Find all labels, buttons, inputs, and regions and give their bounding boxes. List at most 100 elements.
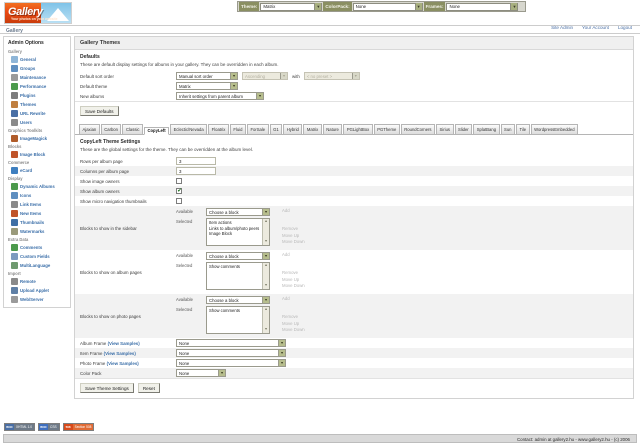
- tab-forsale[interactable]: ForSale: [246, 124, 269, 134]
- tab-sun[interactable]: Sun: [500, 124, 515, 134]
- tab-pgtheme[interactable]: PGTheme: [373, 124, 400, 134]
- select-sort-preset[interactable]: < no preset > ▼: [303, 72, 360, 80]
- tab-hybrid[interactable]: Hybrid: [283, 124, 303, 134]
- checkbox-show-micro-navigation-thumbnails[interactable]: [176, 198, 182, 204]
- tab-tile[interactable]: Tile: [516, 124, 530, 134]
- sidebar-item-url-rewrite[interactable]: URL Rewrite: [11, 109, 68, 117]
- sidebar-item-image-block[interactable]: Image Block: [11, 150, 68, 158]
- link-your-account[interactable]: Your Account: [582, 25, 609, 30]
- theme-toolbar-frames-select[interactable]: None ▼: [446, 2, 519, 11]
- gallery-logo[interactable]: Gallery Your photos on your website: [4, 2, 72, 24]
- tab-wordpressembedded[interactable]: WordpressEmbedded: [530, 124, 579, 134]
- scroll-down-icon[interactable]: ▼: [264, 283, 268, 288]
- scrollbar[interactable]: ▲ ▼: [262, 307, 269, 333]
- list-item[interactable]: Item actions: [209, 220, 232, 225]
- view-samples-link-album-frame[interactable]: (View Samples): [107, 340, 140, 346]
- move-up-button-blocks-to-show-on-album-pages[interactable]: Move Up: [282, 276, 300, 282]
- tab-classic[interactable]: Classic: [122, 124, 143, 134]
- view-samples-link-item-frame[interactable]: (View Samples): [103, 350, 136, 356]
- move-up-button-blocks-to-show-in-the-sidebar[interactable]: Move Up: [282, 232, 300, 238]
- scroll-up-icon[interactable]: ▲: [264, 307, 268, 311]
- checkbox-show-album-owners[interactable]: [176, 188, 182, 195]
- tab-fluid[interactable]: Fluid: [229, 124, 246, 134]
- sidebar-item-multilanguage[interactable]: MultiLanguage: [11, 261, 68, 269]
- select-available-block-blocks-to-show-in-the-sidebar[interactable]: Choose a block ▼: [206, 208, 270, 216]
- tab-slider[interactable]: Slider: [454, 124, 473, 134]
- validator-badge-section-508[interactable]: 508 Section 508: [62, 423, 95, 431]
- sidebar-item-users[interactable]: Users: [11, 118, 68, 126]
- sidebar-item-web-server[interactable]: Web/Server: [11, 295, 68, 303]
- tab-pglightbox[interactable]: PGLightBox: [343, 124, 373, 134]
- sidebar-item-watermarks[interactable]: Watermarks: [11, 227, 68, 235]
- scrollbar[interactable]: ▲ ▼: [262, 219, 269, 245]
- select-default-sort-order[interactable]: Manual sort order ▼: [176, 72, 238, 80]
- save-defaults-button[interactable]: Save Defaults: [80, 106, 119, 116]
- reset-button[interactable]: Reset: [137, 383, 160, 393]
- remove-button-blocks-to-show-on-photo-pages[interactable]: Remove: [282, 314, 299, 319]
- sidebar-item-themes[interactable]: Themes: [11, 100, 68, 108]
- tab-nature[interactable]: Nature: [322, 124, 343, 134]
- view-samples-link-photo-frame[interactable]: (View Samples): [106, 360, 139, 366]
- input-columns-per-album-page[interactable]: 3: [176, 167, 216, 175]
- listbox-selected-blocks-blocks-to-show-on-album-pages[interactable]: Show comments ▲ ▼: [206, 262, 270, 290]
- scrollbar[interactable]: ▲ ▼: [262, 263, 269, 289]
- sidebar-item-upload-applet[interactable]: Upload Applet: [11, 286, 68, 294]
- save-theme-settings-button[interactable]: Save Theme Settings: [80, 383, 134, 393]
- list-item[interactable]: Show comments: [209, 264, 240, 269]
- sidebar-item-performance[interactable]: Performance: [11, 82, 68, 90]
- sidebar-item-link-items[interactable]: Link Items: [11, 200, 68, 208]
- sidebar-item-remote[interactable]: Remote: [11, 277, 68, 285]
- list-item[interactable]: Show comments: [209, 308, 240, 313]
- sidebar-item-general[interactable]: General: [11, 55, 68, 63]
- tab-carbon[interactable]: Carbon: [100, 124, 122, 134]
- tab-roundcorners[interactable]: RoundCorners: [400, 124, 436, 134]
- checkbox-show-image-owners[interactable]: [176, 178, 182, 184]
- validator-badge-css[interactable]: W3C CSS: [38, 423, 60, 431]
- theme-toolbar-theme-select[interactable]: Matrix ▼: [260, 2, 323, 11]
- tab-sirius[interactable]: Sirius: [436, 124, 454, 134]
- link-site-admin[interactable]: Site Admin: [551, 25, 574, 30]
- sidebar-item-thumbnails[interactable]: Thumbnails: [11, 218, 68, 226]
- select-sort-direction[interactable]: Ascending ▼: [242, 72, 288, 80]
- tab-floatrix[interactable]: Floatrix: [208, 124, 229, 134]
- sidebar-item-comments[interactable]: Comments: [11, 243, 68, 251]
- sidebar-item-maintenance[interactable]: Maintenance: [11, 73, 68, 81]
- scroll-up-icon[interactable]: ▲: [264, 263, 268, 267]
- input-rows-per-album-page[interactable]: 3: [176, 157, 216, 165]
- add-block-button-blocks-to-show-on-photo-pages[interactable]: Add: [282, 296, 290, 301]
- breadcrumb[interactable]: Gallery: [6, 27, 23, 34]
- select-item-frame[interactable]: None ▼: [176, 349, 286, 357]
- select-album-frame[interactable]: None ▼: [176, 339, 286, 347]
- scroll-down-icon[interactable]: ▼: [264, 239, 268, 244]
- sidebar-item-groups[interactable]: Groups: [11, 64, 68, 72]
- move-down-button-blocks-to-show-on-photo-pages[interactable]: Move Down: [282, 327, 305, 332]
- move-down-button-blocks-to-show-on-album-pages[interactable]: Move Down: [282, 283, 305, 288]
- scroll-up-icon[interactable]: ▲: [264, 219, 268, 223]
- select-available-block-blocks-to-show-on-photo-pages[interactable]: Choose a block ▼: [206, 296, 270, 304]
- validator-badge-xhtml-1-0[interactable]: W3C XHTML 1.0: [4, 423, 36, 431]
- select-color-pack[interactable]: None ▼: [176, 369, 226, 377]
- sidebar-item-custom-fields[interactable]: Custom Fields: [11, 252, 68, 260]
- scroll-down-icon[interactable]: ▼: [264, 327, 268, 332]
- listbox-selected-blocks-blocks-to-show-on-photo-pages[interactable]: Show comments ▲ ▼: [206, 306, 270, 334]
- tab-matrix[interactable]: Matrix: [303, 124, 322, 134]
- select-available-block-blocks-to-show-on-album-pages[interactable]: Choose a block ▼: [206, 252, 270, 260]
- listbox-selected-blocks-blocks-to-show-in-the-sidebar[interactable]: Item actions Links to album/photo peers Im…: [206, 218, 270, 246]
- tab-g1[interactable]: G1: [269, 124, 283, 134]
- sidebar-item-imagemagick[interactable]: ImageMagick: [11, 134, 68, 142]
- tab-splatbang[interactable]: SplatBang: [473, 124, 500, 134]
- tab-ajaxian[interactable]: Ajaxian: [79, 124, 100, 134]
- link-logout[interactable]: Logout: [617, 25, 632, 30]
- tab-eclectic-nevada[interactable]: Eclectic/Nevada: [170, 124, 208, 134]
- add-block-button-blocks-to-show-on-album-pages[interactable]: Add: [282, 252, 290, 257]
- move-down-button-blocks-to-show-in-the-sidebar[interactable]: Move Down: [282, 239, 305, 244]
- list-item[interactable]: Links to album/photo peers: [209, 225, 260, 231]
- theme-toolbar-colorpack-select[interactable]: None ▼: [352, 2, 423, 11]
- select-default-theme[interactable]: Matrix ▼: [176, 82, 238, 90]
- sidebar-item-dynamic-albums[interactable]: Dynamic Albums: [11, 182, 68, 190]
- sidebar-item-ecard[interactable]: eCard: [11, 166, 68, 174]
- select-photo-frame[interactable]: None ▼: [176, 359, 286, 367]
- list-item[interactable]: Image Block: [209, 231, 233, 237]
- sidebar-item-new-items[interactable]: New Items: [11, 209, 68, 217]
- remove-button-blocks-to-show-on-album-pages[interactable]: Remove: [282, 270, 299, 275]
